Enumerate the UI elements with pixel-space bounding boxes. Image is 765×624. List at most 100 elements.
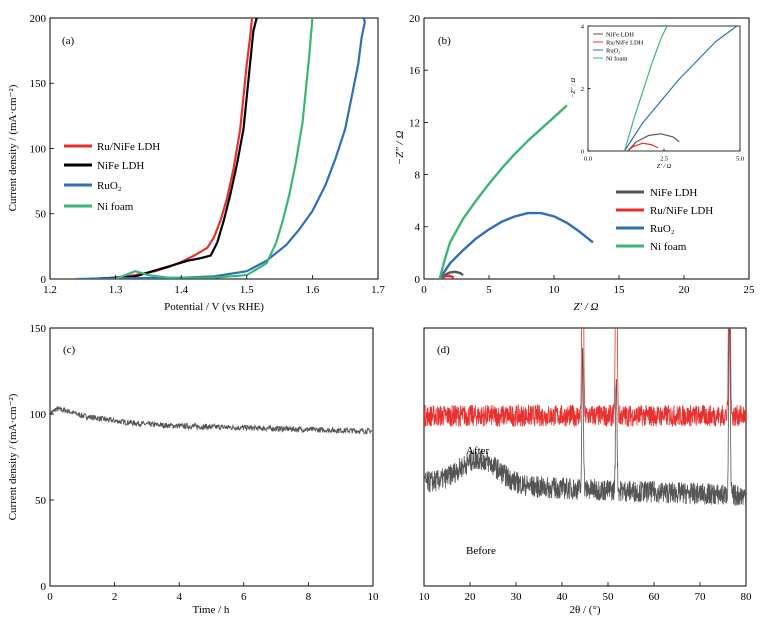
panel-c-xtick-label-4: 8 (306, 591, 312, 603)
panel-c-ytick-label-2: 100 (30, 409, 47, 421)
panel-a-ytick-label-1: 50 (35, 209, 47, 221)
panel-c-ytick-label-3: 150 (30, 323, 47, 335)
panel-c-xtick-label-5: 10 (368, 591, 380, 603)
legend-b-label-1: Ru/NiFe LDH (650, 205, 713, 217)
panel-b-xlabel: Z′ / Ω (573, 301, 598, 313)
panel-c-label: (c) (63, 344, 76, 356)
panel-c-xtick-label-3: 6 (241, 591, 247, 603)
panel-b-xtick-label-3: 15 (614, 284, 626, 296)
inset-ytick-label-1: 2 (581, 86, 584, 93)
inset-xtick-label-1: 2.5 (660, 156, 668, 163)
panel-d-xtick-label-1: 20 (465, 591, 477, 603)
panel-b-series-1 (440, 274, 455, 279)
panel-d-series-1 (424, 328, 746, 507)
inset-series-2 (623, 26, 738, 151)
panel-d-xtick-label-2: 30 (511, 591, 523, 603)
panel-b-frame (423, 17, 750, 280)
panel-c-ytick-label-1: 50 (35, 495, 47, 507)
panel-b-ytick-label-5: 20 (409, 13, 421, 25)
panel-a-xtick-label-4: 1.6 (306, 284, 320, 296)
inset-xlabel: Z′ / Ω (657, 163, 672, 170)
panel-a-ylabel: Current density / (mA·cm⁻²) (7, 84, 19, 211)
panel-b-ytick-label-2: 8 (415, 169, 421, 181)
panel-a-legend: Ru/NiFe LDH NiFe LDH RuO₂ Ni foam (64, 141, 160, 213)
panel-a-series-layer (76, 18, 366, 279)
panel-b-ytick-label-4: 16 (409, 65, 421, 77)
panel-d-ticks: 10 20 30 40 50 60 70 80 (419, 582, 753, 603)
panel-d-label: (d) (437, 344, 450, 356)
panel-c-series-layer (50, 405, 373, 435)
panel-a-ytick-label-2: 100 (30, 143, 47, 155)
panel-a-xtick-label-3: 1.5 (240, 284, 254, 296)
panel-d-xtick-label-5: 60 (649, 591, 661, 603)
panel-b-xtick-label-1: 5 (486, 284, 492, 296)
inset-legend-label-2: RuO₂ (606, 48, 621, 55)
legend-b-label-3: Ni foam (650, 241, 687, 253)
panel-d-xtick-label-7: 80 (741, 591, 753, 603)
panel-a-label: (a) (62, 35, 75, 47)
panel-a-xlabel: Potential / V (vs RHE) (164, 301, 264, 313)
panel-d-xtick-label-4: 50 (603, 591, 615, 603)
panel-d-xtick-label-0: 10 (419, 591, 431, 603)
panel-d-xlabel: 2θ / (°) (569, 604, 600, 616)
panel-a-xtick-label-1: 1.3 (109, 284, 123, 296)
inset-frame (587, 25, 741, 152)
panel-b-inset: 0.0 2.5 5.0 0 2 4 Z′ / Ω −Z″ / Ω NiFe LDH Ru/… (570, 23, 744, 170)
panel-b-series-2 (438, 211, 594, 279)
panel-a-series-1 (89, 18, 258, 279)
legend-a-label-3: Ni foam (97, 201, 134, 213)
panel-b-ytick-label-1: 4 (415, 222, 421, 234)
panel-d: 10 20 30 40 50 60 70 80 (d) 2θ / (°) After Befo… (419, 327, 753, 616)
panel-a-ytick-label-3: 150 (30, 78, 47, 90)
panel-a-xtick-label-5: 1.7 (371, 284, 385, 296)
panel-a-ytick-label-0: 0 (41, 274, 47, 286)
panel-c-ylabel: Current density / (mA·cm⁻²) (7, 393, 19, 520)
panel-d-series-0 (424, 328, 746, 428)
panel-a-ytick-label-4: 200 (30, 13, 47, 25)
panel-b-legend: NiFe LDH Ru/NiFe LDH RuO₂ Ni foam (616, 187, 713, 253)
inset-series-layer (623, 26, 738, 151)
panel-b-ylabel: −Z″ / Ω (394, 131, 406, 166)
panel-a: 1.2 1.3 1.4 1.5 1.6 1.7 0 50 100 150 200 (a) Poten… (7, 13, 385, 313)
panel-c-frame (49, 327, 374, 587)
panel-c-ytick-label-0: 0 (41, 581, 47, 593)
panel-b-xtick-label-2: 10 (549, 284, 561, 296)
panel-c-xtick-label-2: 4 (176, 591, 182, 603)
legend-b-label-0: NiFe LDH (650, 187, 697, 199)
inset-xtick-label-0: 0.0 (584, 156, 592, 163)
legend-a-label-1: NiFe LDH (97, 160, 144, 172)
panel-b-xtick-label-0: 0 (421, 284, 427, 296)
inset-legend-label-0: NiFe LDH (606, 32, 634, 39)
panel-b-ytick-label-3: 12 (409, 117, 420, 129)
inset-legend-label-3: Ni foam (606, 56, 627, 63)
panel-b-xtick-label-4: 20 (679, 284, 691, 296)
panel-a-xtick-label-2: 1.4 (174, 284, 188, 296)
panel-a-xtick-label-0: 1.2 (43, 284, 57, 296)
panel-d-xtick-label-6: 70 (695, 591, 707, 603)
inset-ytick-label-0: 0 (581, 148, 584, 155)
inset-ylabel: −Z″ / Ω (570, 77, 577, 98)
inset-ytick-label-2: 4 (581, 23, 585, 30)
panel-b-label: (b) (438, 35, 451, 47)
inset-legend: NiFe LDH Ru/NiFe LDH RuO₂ Ni foam (593, 32, 644, 63)
panel-b-series-3 (438, 104, 568, 279)
panel-a-series-3 (115, 18, 314, 279)
legend-b-label-2: RuO₂ (650, 223, 675, 235)
inset-xtick-label-2: 5.0 (736, 156, 744, 163)
inset-series-1 (627, 142, 659, 151)
panel-d-series-label-1: Before (466, 545, 496, 557)
panel-d-series-label-0: After (466, 445, 490, 457)
legend-a-label-0: Ru/NiFe LDH (97, 141, 160, 153)
panel-c-xtick-label-0: 0 (47, 591, 53, 603)
inset-legend-label-1: Ru/NiFe LDH (606, 40, 644, 47)
panel-d-series-layer (424, 328, 746, 507)
panel-c-xlabel: Time / h (193, 604, 230, 616)
panel-b-series-layer (438, 104, 594, 279)
panel-b-ytick-label-0: 0 (415, 274, 421, 286)
inset-series-0 (627, 133, 680, 151)
panel-a-ticks: 1.2 1.3 1.4 1.5 1.6 1.7 0 50 100 150 200 (30, 13, 386, 296)
panel-b-xtick-label-5: 25 (744, 284, 756, 296)
